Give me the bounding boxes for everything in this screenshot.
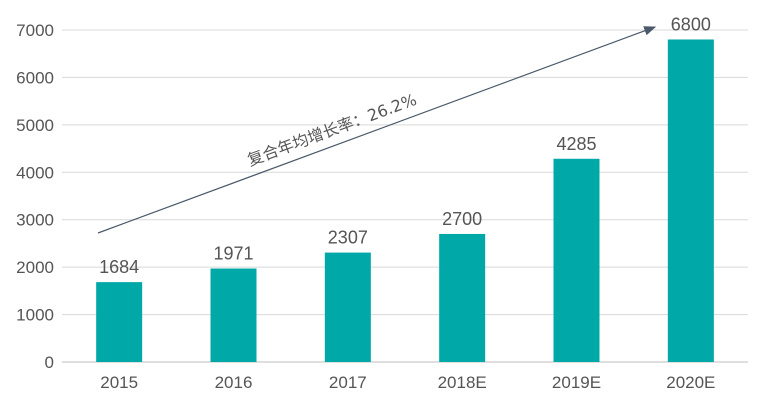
bar-2016 [210,268,257,362]
y-tick-label: 3000 [16,211,54,230]
data-label-2019E: 4285 [556,134,596,154]
x-tick-label: 2019E [552,373,601,392]
y-tick-label: 0 [45,353,54,372]
bars [96,39,714,362]
data-labels: 1684 1971 2307 2700 4285 6800 [99,14,711,277]
bar-2015 [96,282,143,362]
x-tick-label: 2016 [215,373,253,392]
x-tick-label: 2017 [329,373,367,392]
data-label-2015: 1684 [99,257,139,277]
data-label-2016: 1971 [213,244,253,264]
bar-2018E [439,233,486,362]
gridlines [62,29,748,363]
y-tick-label: 5000 [16,116,54,135]
data-label-2018E: 2700 [442,209,482,229]
y-axis: 0 1000 2000 3000 4000 5000 6000 7000 [16,21,54,372]
y-tick-label: 7000 [16,21,54,40]
x-tick-label: 2020E [666,373,715,392]
y-tick-label: 6000 [16,68,54,87]
data-label-2017: 2307 [328,228,368,248]
y-tick-label: 4000 [16,163,54,182]
growth-rate-label: 复合年均增长率：26.2% [245,90,419,170]
bar-2020E [667,39,714,362]
x-axis: 2015 2016 2017 2018E 2019E 2020E [100,373,715,392]
data-label-2020E: 6800 [671,14,711,34]
growth-arrow [97,26,657,234]
bar-2017 [324,252,371,362]
bar-2019E [553,158,600,362]
y-tick-label: 2000 [16,258,54,277]
x-tick-label: 2015 [100,373,138,392]
x-tick-label: 2018E [438,373,487,392]
y-tick-label: 1000 [16,306,54,325]
